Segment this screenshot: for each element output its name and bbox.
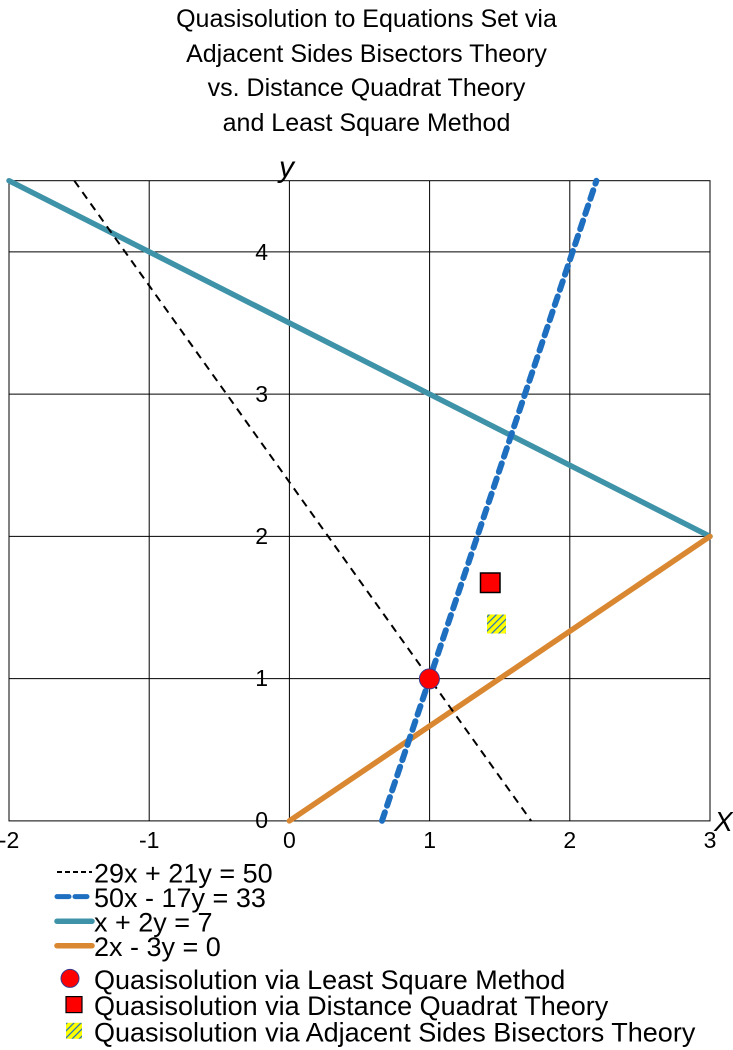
svg-text:2: 2 (563, 827, 576, 853)
svg-text:2x - 3y = 0: 2x - 3y = 0 (94, 932, 221, 962)
svg-text:-1: -1 (139, 827, 159, 853)
svg-text:1: 1 (423, 827, 436, 853)
svg-text:0: 0 (255, 807, 268, 833)
svg-text:y: y (277, 151, 296, 184)
svg-text:4: 4 (255, 239, 268, 265)
svg-text:3: 3 (255, 381, 268, 407)
svg-text:-2: -2 (0, 827, 19, 853)
svg-text:Quasisolution via Adjacent Sid: Quasisolution via Adjacent Sides Bisecto… (94, 1017, 696, 1047)
svg-text:2: 2 (255, 523, 268, 549)
svg-text:1: 1 (255, 665, 268, 691)
svg-text:X: X (713, 806, 733, 837)
svg-text:0: 0 (283, 827, 296, 853)
